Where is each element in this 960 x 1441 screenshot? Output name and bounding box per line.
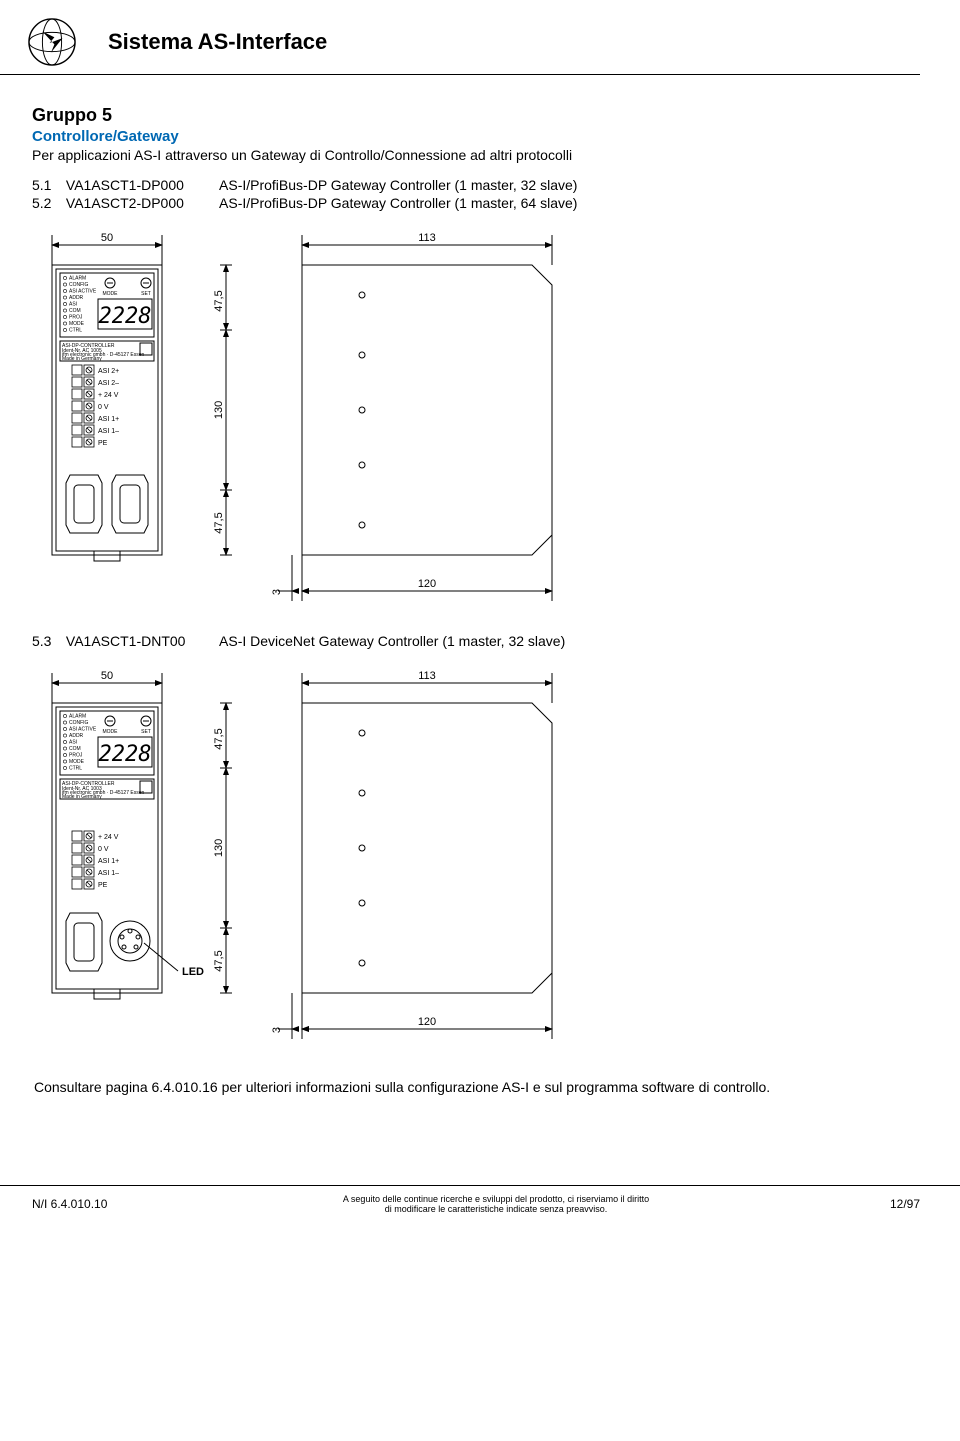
svg-text:PROJ: PROJ [69, 753, 83, 759]
svg-text:CTRL: CTRL [69, 328, 82, 334]
svg-text:50: 50 [101, 232, 113, 244]
svg-text:SET: SET [141, 729, 151, 735]
footer-left: N/I 6.4.010.10 [32, 1197, 152, 1211]
footer-right: 12/97 [840, 1197, 920, 1211]
svg-text:120: 120 [418, 578, 436, 590]
svg-text:130: 130 [213, 839, 225, 857]
svg-text:47,5: 47,5 [213, 950, 225, 971]
svg-text:50: 50 [101, 670, 113, 682]
svg-text:ASI 2+: ASI 2+ [98, 368, 119, 375]
svg-text:113: 113 [418, 670, 436, 682]
page-header: Sistema AS-Interface [0, 0, 920, 75]
product-code: VA1ASCT2-DP000 [66, 195, 216, 211]
technical-drawing-2: ALARMCONFIGASI ACTIVEADDRASICOMPROJMODEC… [32, 663, 920, 1043]
svg-text:COM: COM [69, 746, 81, 752]
technical-drawing-1: ALARMCONFIGASI ACTIVEADDRASICOMPROJMODEC… [32, 225, 920, 605]
product-code: VA1ASCT1-DNT00 [66, 633, 216, 649]
svg-text:Made in Germany: Made in Germany [62, 794, 102, 800]
svg-text:CONFIG: CONFIG [69, 720, 89, 726]
svg-text:ASI 2–: ASI 2– [98, 380, 119, 387]
svg-text:0 V: 0 V [98, 404, 109, 411]
svg-text:ASI ACTIVE: ASI ACTIVE [69, 289, 97, 295]
svg-text:MODE: MODE [103, 729, 119, 735]
svg-text:2228: 2228 [99, 742, 152, 767]
svg-text:ASI 1+: ASI 1+ [98, 416, 119, 423]
product-list: 5.1 VA1ASCT1-DP000 AS-I/ProfiBus-DP Gate… [32, 177, 920, 211]
svg-text:ASI: ASI [69, 302, 77, 308]
svg-text:ALARM: ALARM [69, 714, 86, 720]
svg-text:113: 113 [418, 232, 436, 244]
product-label: AS-I/ProfiBus-DP Gateway Controller (1 m… [219, 195, 577, 211]
svg-text:47,5: 47,5 [213, 728, 225, 749]
brand-logo-icon [28, 18, 76, 66]
svg-text:47,5: 47,5 [213, 290, 225, 311]
svg-text:0 V: 0 V [98, 846, 109, 853]
product-label: AS-I DeviceNet Gateway Controller (1 mas… [219, 633, 565, 649]
svg-text:3: 3 [271, 589, 283, 595]
svg-text:MODE: MODE [69, 321, 85, 327]
svg-text:LED: LED [182, 966, 204, 978]
product-row: 5.3 VA1ASCT1-DNT00 AS-I DeviceNet Gatewa… [32, 633, 920, 649]
svg-text:120: 120 [418, 1016, 436, 1028]
svg-text:ASI ACTIVE: ASI ACTIVE [69, 727, 97, 733]
svg-text:2228: 2228 [99, 304, 152, 329]
product-label: AS-I/ProfiBus-DP Gateway Controller (1 m… [219, 177, 577, 193]
svg-text:ASI 1–: ASI 1– [98, 870, 119, 877]
svg-text:+ 24 V: + 24 V [98, 392, 119, 399]
group-description: Per applicazioni AS-I attraverso un Gate… [32, 147, 920, 163]
bottom-note: Consultare pagina 6.4.010.16 per ulterio… [32, 1079, 920, 1095]
page-content: Gruppo 5 Controllore/Gateway Per applica… [0, 75, 960, 1095]
svg-text:ASI 1+: ASI 1+ [98, 858, 119, 865]
product-num: 5.2 [32, 195, 62, 211]
product-row: 5.2 VA1ASCT2-DP000 AS-I/ProfiBus-DP Gate… [32, 195, 920, 211]
svg-text:CTRL: CTRL [69, 766, 82, 772]
svg-text:47,5: 47,5 [213, 512, 225, 533]
svg-text:+ 24 V: + 24 V [98, 834, 119, 841]
header-title: Sistema AS-Interface [108, 29, 327, 55]
group-subtitle: Controllore/Gateway [32, 128, 920, 145]
svg-text:MODE: MODE [103, 291, 119, 297]
svg-text:ASI 1–: ASI 1– [98, 428, 119, 435]
svg-text:ADDR: ADDR [69, 733, 84, 739]
svg-text:ADDR: ADDR [69, 295, 84, 301]
svg-text:COM: COM [69, 308, 81, 314]
svg-text:PE: PE [98, 440, 108, 447]
svg-text:130: 130 [213, 401, 225, 419]
svg-text:SET: SET [141, 291, 151, 297]
footer-center: A seguito delle continue ricerche e svil… [152, 1194, 840, 1215]
page-footer: N/I 6.4.010.10 A seguito delle continue … [0, 1185, 960, 1233]
svg-text:PE: PE [98, 882, 108, 889]
svg-text:CONFIG: CONFIG [69, 282, 89, 288]
svg-text:Made in Germany: Made in Germany [62, 356, 102, 362]
product-code: VA1ASCT1-DP000 [66, 177, 216, 193]
svg-text:ALARM: ALARM [69, 276, 86, 282]
product-row: 5.1 VA1ASCT1-DP000 AS-I/ProfiBus-DP Gate… [32, 177, 920, 193]
svg-text:PROJ: PROJ [69, 315, 83, 321]
product-num: 5.1 [32, 177, 62, 193]
group-title: Gruppo 5 [32, 105, 920, 126]
svg-text:3: 3 [271, 1027, 283, 1033]
product-num: 5.3 [32, 633, 62, 649]
svg-text:ASI: ASI [69, 740, 77, 746]
svg-text:MODE: MODE [69, 759, 85, 765]
